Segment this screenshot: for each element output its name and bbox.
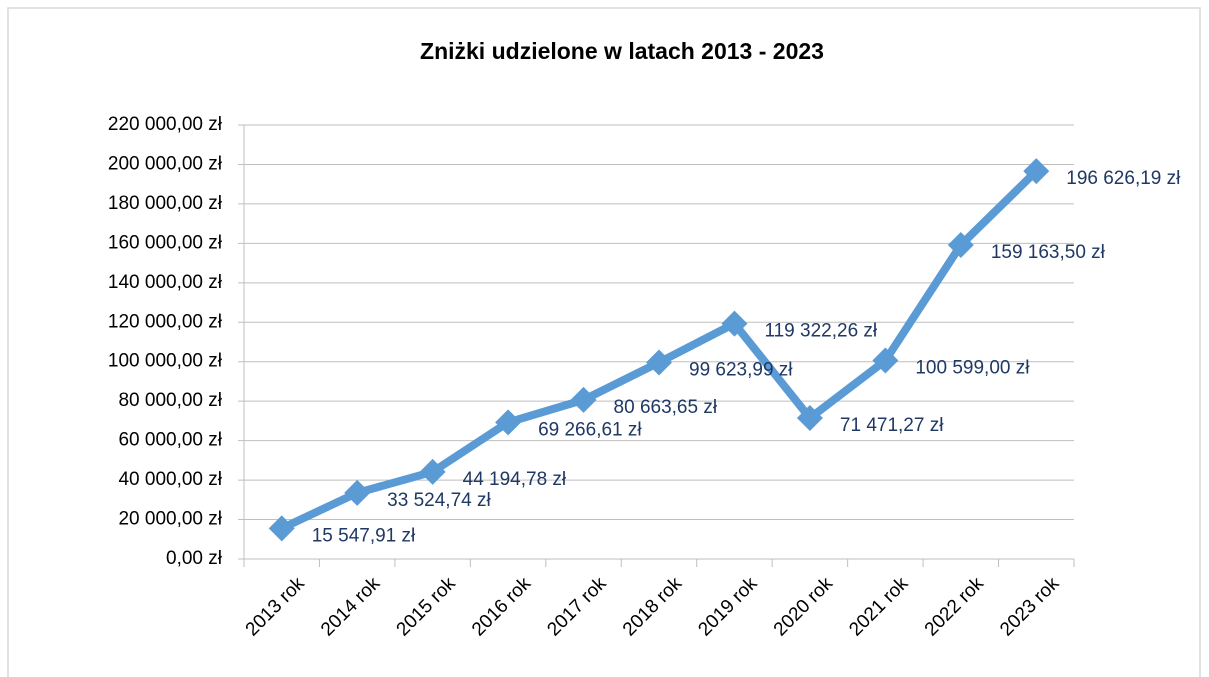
y-tick-label: 200 000,00 zł xyxy=(108,153,223,174)
data-marker xyxy=(872,347,899,374)
data-marker xyxy=(268,515,295,542)
data-marker xyxy=(344,479,371,506)
data-label: 33 524,74 zł xyxy=(387,490,491,511)
y-tick-label: 0,00 zł xyxy=(166,548,223,569)
data-label: 99 623,99 zł xyxy=(689,359,793,380)
data-label: 100 599,00 zł xyxy=(915,358,1030,379)
data-label: 80 663,65 zł xyxy=(614,397,718,418)
data-label: 119 322,26 zł xyxy=(764,321,877,342)
y-tick-label: 140 000,00 zł xyxy=(108,272,223,293)
data-marker xyxy=(796,405,823,432)
y-tick-label: 60 000,00 zł xyxy=(118,430,222,451)
data-label: 196 626,19 zł xyxy=(1066,168,1181,189)
y-tick-label: 180 000,00 zł xyxy=(108,193,223,214)
data-label: 15 547,91 zł xyxy=(312,525,416,546)
data-marker xyxy=(570,386,597,413)
data-label: 159 163,50 zł xyxy=(991,242,1106,263)
y-tick-label: 20 000,00 zł xyxy=(118,509,222,530)
data-label: 71 471,27 zł xyxy=(840,415,944,436)
y-tick-label: 80 000,00 zł xyxy=(118,390,222,411)
y-tick-label: 40 000,00 zł xyxy=(118,469,222,490)
data-marker xyxy=(947,232,974,259)
data-marker xyxy=(495,409,522,436)
data-marker xyxy=(646,349,672,376)
data-marker xyxy=(721,310,748,337)
data-marker xyxy=(1023,158,1050,185)
chart-title: Zniżki udzielone w latach 2013 - 2023 xyxy=(420,38,824,64)
data-label: 44 194,78 zł xyxy=(463,469,567,490)
y-tick-label: 100 000,00 zł xyxy=(108,351,223,372)
data-marker xyxy=(419,458,446,485)
chart-frame xyxy=(7,7,1201,677)
y-tick-label: 160 000,00 zł xyxy=(108,232,223,253)
y-tick-label: 220 000,00 zł xyxy=(108,114,223,135)
data-label: 69 266,61 zł xyxy=(538,419,642,440)
y-tick-label: 120 000,00 zł xyxy=(108,311,223,332)
